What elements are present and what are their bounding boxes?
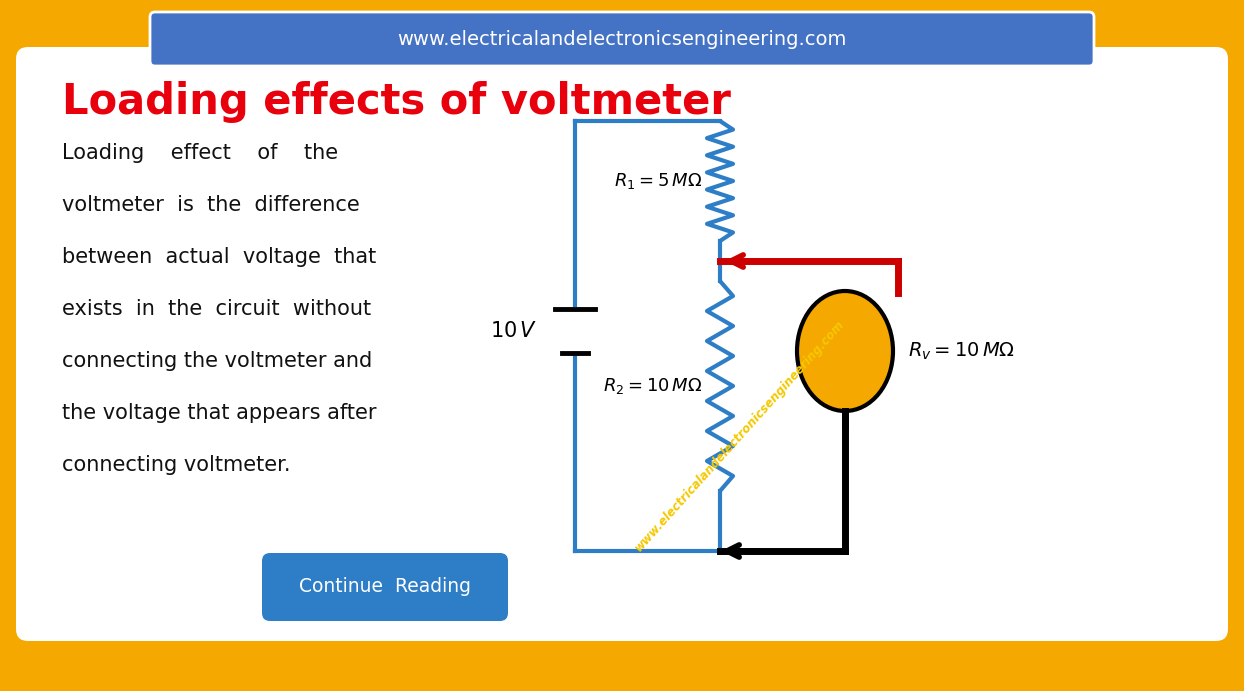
Text: $R_v = 10\,M\Omega$: $R_v = 10\,M\Omega$ xyxy=(908,341,1015,361)
Text: $10\,V$: $10\,V$ xyxy=(490,321,537,341)
FancyBboxPatch shape xyxy=(16,47,1228,641)
Text: connecting the voltmeter and: connecting the voltmeter and xyxy=(62,351,372,371)
Ellipse shape xyxy=(797,291,893,411)
Text: www.electricalandelectronicsengineering.com: www.electricalandelectronicsengineering.… xyxy=(633,318,847,554)
Text: $R_1 = 5\,M\Omega$: $R_1 = 5\,M\Omega$ xyxy=(615,171,702,191)
Text: Continue  Reading: Continue Reading xyxy=(299,578,471,596)
Text: $R_2 = 10\,M\Omega$: $R_2 = 10\,M\Omega$ xyxy=(602,376,702,396)
FancyBboxPatch shape xyxy=(151,12,1093,66)
Text: exists  in  the  circuit  without: exists in the circuit without xyxy=(62,299,371,319)
Text: Loading    effect    of    the: Loading effect of the xyxy=(62,143,338,163)
Text: between  actual  voltage  that: between actual voltage that xyxy=(62,247,376,267)
Text: Loading effects of voltmeter: Loading effects of voltmeter xyxy=(62,81,731,123)
FancyBboxPatch shape xyxy=(262,553,508,621)
Text: the voltage that appears after: the voltage that appears after xyxy=(62,403,377,423)
Text: www.electricalandelectronicsengineering.com: www.electricalandelectronicsengineering.… xyxy=(397,30,847,48)
Text: connecting voltmeter.: connecting voltmeter. xyxy=(62,455,291,475)
Text: voltmeter  is  the  difference: voltmeter is the difference xyxy=(62,195,360,215)
